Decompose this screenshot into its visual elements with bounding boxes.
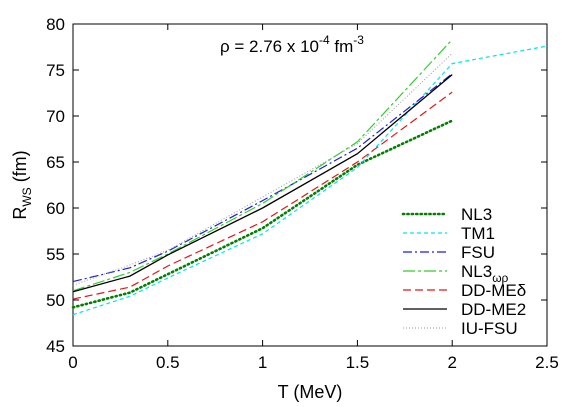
series-line-5 xyxy=(72,91,453,300)
y-tick-label: 75 xyxy=(46,61,65,80)
series-line-2 xyxy=(72,45,548,316)
x-tick-label: 1.5 xyxy=(346,353,370,372)
y-tick-label: 50 xyxy=(46,291,65,310)
x-tick-label: 2.5 xyxy=(535,353,559,372)
y-tick-label: 55 xyxy=(46,245,65,264)
legend-label: TM1 xyxy=(461,224,495,243)
legend-label: FSU xyxy=(461,243,495,262)
series-line-1 xyxy=(71,119,454,309)
y-tick-label: 45 xyxy=(46,337,65,356)
y-tick-label: 60 xyxy=(46,199,65,218)
tick-labels: 0 0.5 1 1.5 2 2.5 45 50 55 60 65 70 75 80 xyxy=(46,15,559,372)
legend-label: NL3ωρ xyxy=(461,262,509,285)
series-line-3 xyxy=(72,73,453,283)
y-tick-label: 65 xyxy=(46,153,65,172)
x-tick-label: 0 xyxy=(68,353,77,372)
x-axis-title: T (MeV) xyxy=(278,382,343,402)
y-tick-label: 80 xyxy=(46,15,65,34)
legend-label: DD-MEδ xyxy=(461,281,526,300)
legend-label: DD-ME2 xyxy=(461,300,526,319)
series-line-4 xyxy=(72,39,453,292)
plot-frame xyxy=(72,23,548,347)
legend-label: NL3 xyxy=(461,205,492,224)
x-tick-label: 2 xyxy=(447,353,456,372)
x-tick-label: 1 xyxy=(258,353,267,372)
y-tick-label: 70 xyxy=(46,107,65,126)
series-line-7 xyxy=(72,53,453,286)
legend-label: IU-FSU xyxy=(461,319,518,338)
series-lines xyxy=(71,39,548,316)
x-tick-label: 0.5 xyxy=(156,353,180,372)
density-annotation: ρ = 2.76 x 10-4 fm-3 xyxy=(220,33,364,56)
y-axis-title: RWS (fm) xyxy=(10,150,34,219)
series-line-6 xyxy=(72,74,453,293)
axis-ticks xyxy=(72,23,548,347)
